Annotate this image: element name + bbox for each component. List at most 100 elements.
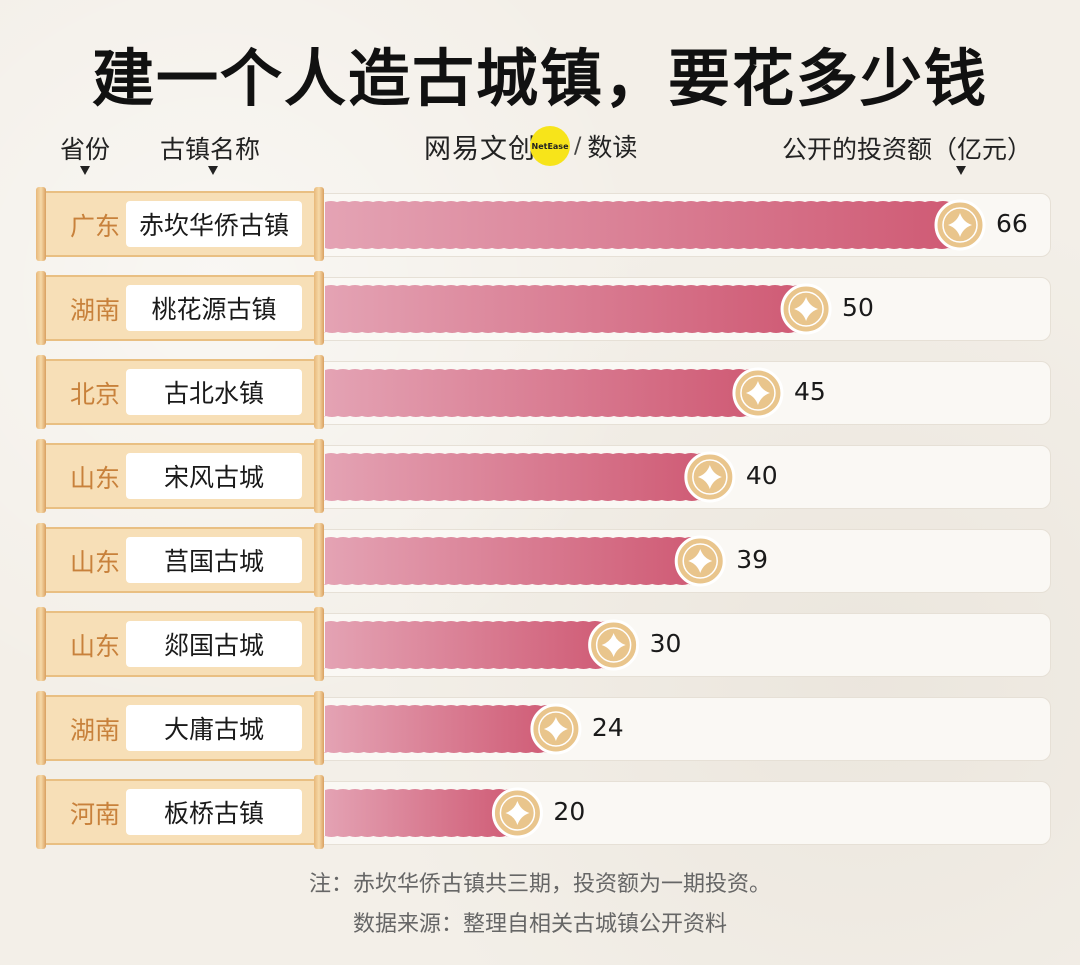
scroll-paper: 湖南 大庸古城 <box>46 695 314 761</box>
value-label: 66 <box>996 209 1028 238</box>
scroll-paper: 山东 郯国古城 <box>46 611 314 677</box>
scroll-paper: 山东 宋风古城 <box>46 443 314 509</box>
scroll-rod <box>36 187 46 261</box>
bar-svg <box>322 619 640 671</box>
bar-svg <box>322 367 784 419</box>
chart-row: 20 河南 板桥古镇 <box>0 775 1080 849</box>
scroll-rod <box>314 187 324 261</box>
chart-row: 66 广东 赤坎华侨古镇 <box>0 187 1080 261</box>
coin-ring <box>538 711 574 747</box>
scroll-paper: 北京 古北水镇 <box>46 359 314 425</box>
chart-row: 45 北京 古北水镇 <box>0 355 1080 429</box>
town-name-label: 赤坎华侨古镇 <box>126 201 302 247</box>
scroll-rod <box>314 271 324 345</box>
scroll-rod <box>36 775 46 849</box>
header-investment: 公开的投资额（亿元） <box>782 135 1033 164</box>
bar <box>322 789 521 837</box>
town-name-label: 宋风古城 <box>126 453 302 499</box>
scroll-label: 山东 郯国古城 <box>36 607 324 681</box>
coin-ring <box>595 627 632 663</box>
footnote: 注：赤坎华侨古镇共三期，投资额为一期投资。 <box>308 872 771 897</box>
province-label: 山东 <box>69 632 120 661</box>
scroll-rod <box>36 523 46 597</box>
scroll-paper: 湖南 桃花源古镇 <box>46 275 314 341</box>
scroll-label: 山东 宋风古城 <box>36 439 324 513</box>
bar-svg <box>324 535 726 587</box>
scroll-rod <box>36 691 46 765</box>
scroll-rod <box>36 607 46 681</box>
scroll-rod <box>314 607 324 681</box>
province-label: 湖南 <box>69 296 120 325</box>
province-label: 北京 <box>69 380 120 409</box>
province-label: 山东 <box>69 464 120 493</box>
bar-svg <box>322 787 543 839</box>
header-town-name: 古镇名称 <box>160 135 261 164</box>
scroll-rod <box>36 355 46 429</box>
header-town-arrow-icon <box>208 166 218 175</box>
sparkle-icon <box>688 549 713 573</box>
sparkle-icon <box>697 465 722 489</box>
chart-row: 40 山东 宋风古城 <box>0 439 1080 513</box>
value-label: 45 <box>793 377 826 406</box>
town-name-label: 大庸古城 <box>126 705 302 751</box>
chart-title: 建一个人造古城镇，要花多少钱 <box>91 42 988 115</box>
value-label: 50 <box>842 293 874 322</box>
coin-ring <box>740 375 776 411</box>
town-name-label: 莒国古城 <box>126 537 302 583</box>
chart-row: 24 湖南 大庸古城 <box>0 691 1080 765</box>
bar <box>322 621 617 669</box>
value-label: 39 <box>736 545 769 574</box>
scroll-label: 北京 古北水镇 <box>36 355 324 429</box>
data-source: 数据来源：整理自相关古城镇公开资料 <box>352 912 727 937</box>
brand-logo: 网易文创 NetEase / 数读 <box>424 126 637 166</box>
town-name-label: 郯国古城 <box>126 621 302 667</box>
coin-ring <box>682 543 718 579</box>
province-label: 湖南 <box>69 716 120 745</box>
coin-ring <box>499 795 536 831</box>
scroll-rod <box>314 355 324 429</box>
value-label: 24 <box>591 713 624 742</box>
scroll-rod <box>314 523 324 597</box>
scroll-paper: 广东 赤坎华侨古镇 <box>46 191 314 257</box>
scroll-label: 湖南 大庸古城 <box>36 691 324 765</box>
town-name-label: 古北水镇 <box>126 369 302 415</box>
chart-row: 39 山东 莒国古城 <box>0 523 1080 597</box>
sparkle-icon <box>601 633 626 657</box>
bar-svg <box>322 283 832 335</box>
scroll-rod <box>314 439 324 513</box>
bar <box>322 369 761 417</box>
sparkle-icon <box>505 801 530 825</box>
brand-badge: NetEase <box>530 126 570 166</box>
bar-svg <box>325 199 986 251</box>
scroll-label: 湖南 桃花源古镇 <box>36 271 324 345</box>
sparkle-icon <box>794 297 819 321</box>
sparkle-icon <box>745 381 770 405</box>
bar-svg <box>322 451 736 503</box>
scroll-rod <box>36 439 46 513</box>
bar <box>323 705 557 753</box>
header-province: 省份 <box>60 135 111 164</box>
bar <box>325 201 960 249</box>
scroll-rod <box>314 691 324 765</box>
chart-row: 30 山东 郯国古城 <box>0 607 1080 681</box>
town-name-label: 板桥古镇 <box>126 789 302 835</box>
scroll-paper: 河南 板桥古镇 <box>46 779 314 845</box>
sparkle-icon <box>543 717 568 741</box>
sparkle-icon <box>948 213 972 237</box>
coin-ring <box>788 291 824 327</box>
scroll-rod <box>36 271 46 345</box>
bar <box>322 453 713 501</box>
brand-name: 网易文创 <box>424 133 536 165</box>
brand-sub: 数读 <box>587 133 638 162</box>
scroll-label: 广东 赤坎华侨古镇 <box>36 187 324 261</box>
header-province-arrow-icon <box>80 166 90 175</box>
scroll-paper: 山东 莒国古城 <box>46 527 314 593</box>
scroll-rod <box>314 775 324 849</box>
coin-ring <box>942 207 978 243</box>
brand-slash: / <box>574 133 582 159</box>
scroll-label: 河南 板桥古镇 <box>36 775 324 849</box>
town-name-label: 桃花源古镇 <box>126 285 302 331</box>
value-label: 20 <box>553 797 586 826</box>
scroll-label: 山东 莒国古城 <box>36 523 324 597</box>
bar <box>324 537 702 585</box>
